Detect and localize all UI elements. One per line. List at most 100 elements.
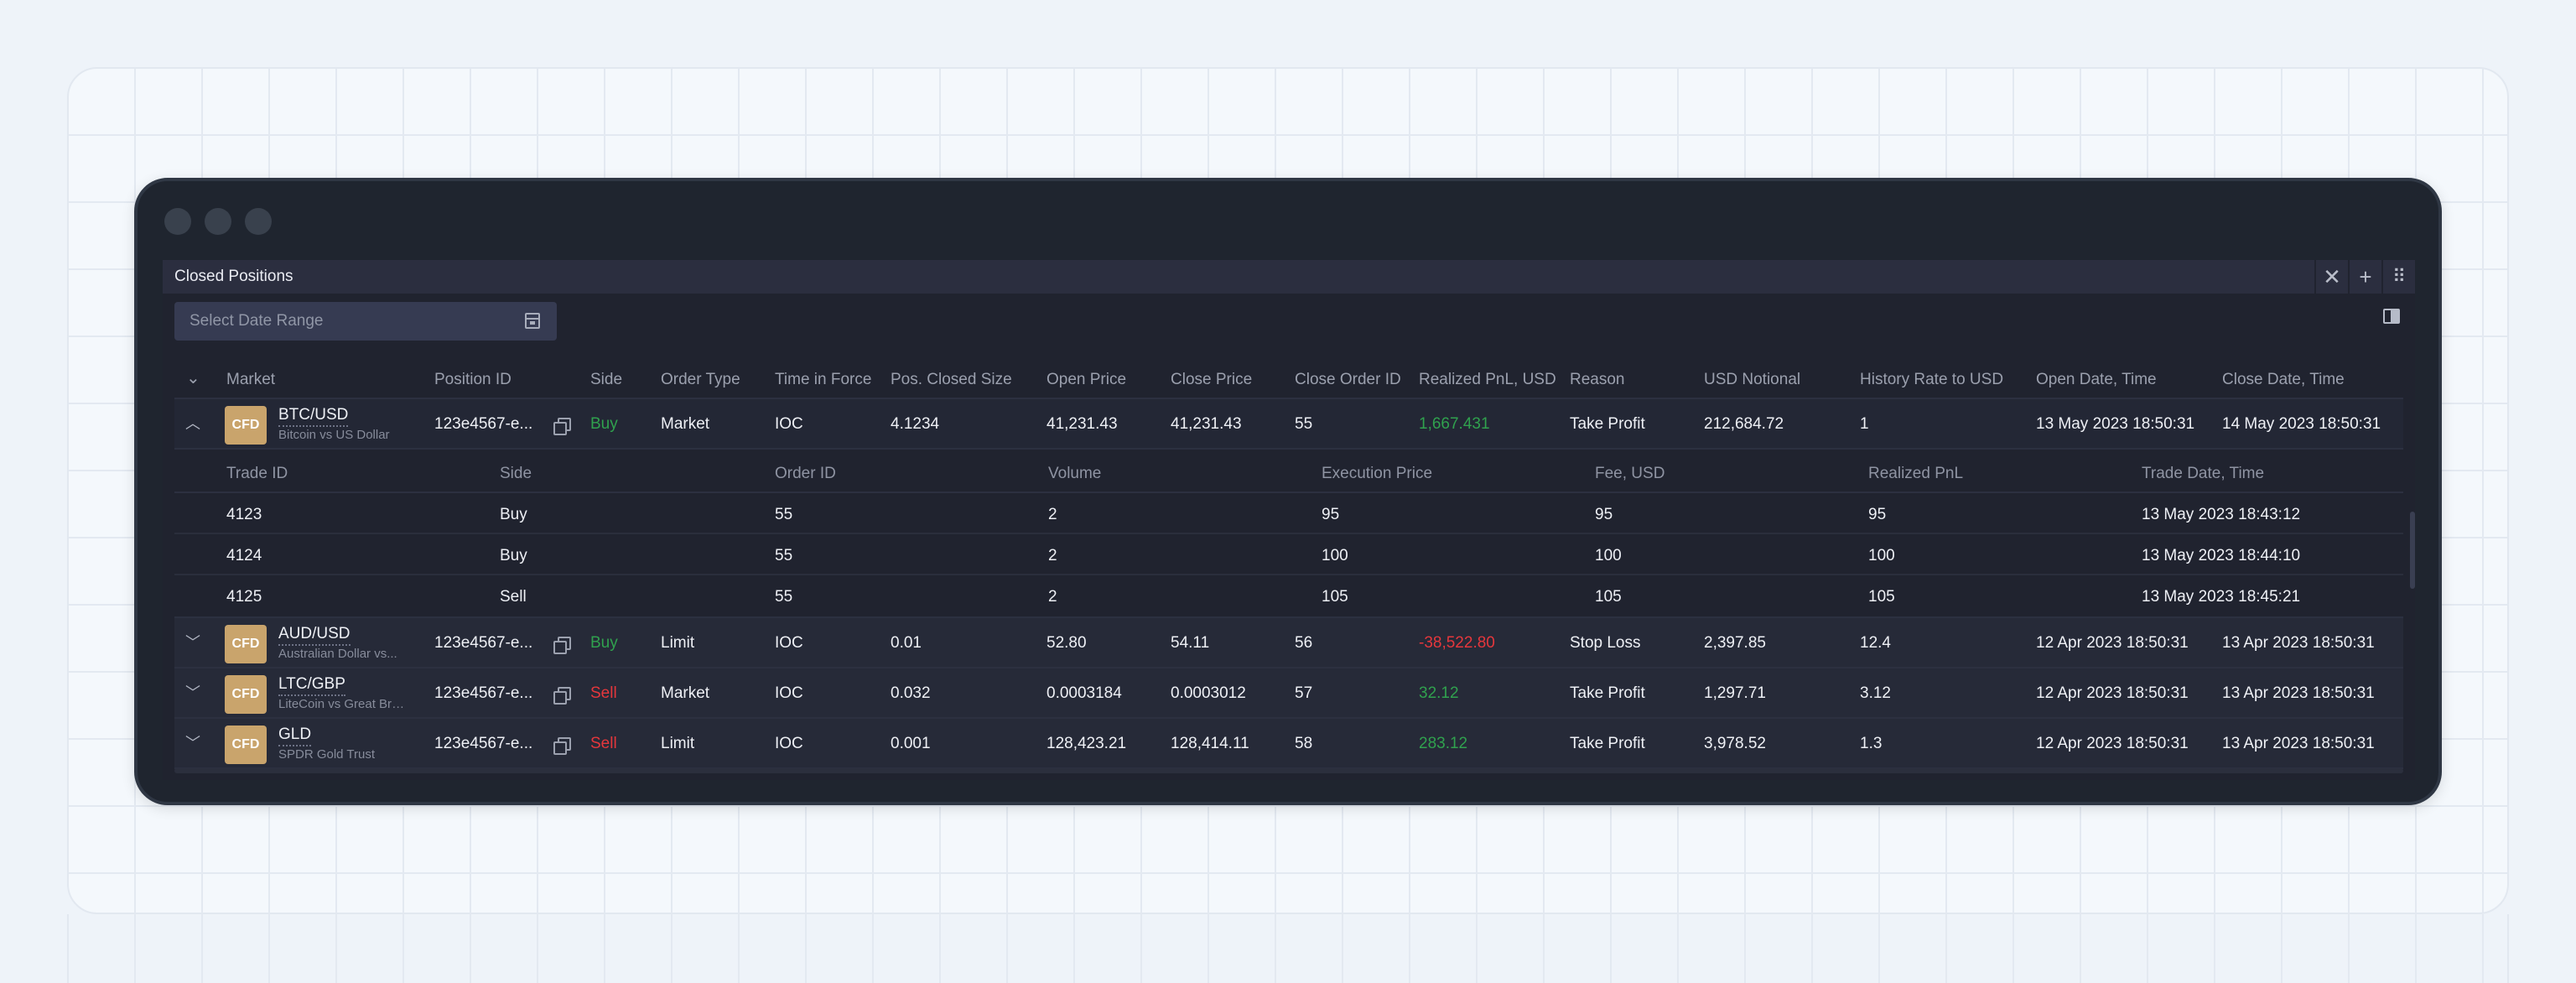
- column-header[interactable]: Open Price: [1046, 371, 1127, 388]
- table-row[interactable]: ﹀ CFD LTC/GBP LiteCoin vs Great Brit... …: [174, 668, 2403, 719]
- column-header[interactable]: Pos. Closed Size: [891, 371, 1012, 388]
- trade-id: 4125: [226, 588, 262, 606]
- usd-notional: 1,297.71: [1704, 684, 1766, 702]
- close-datetime: 13 Apr 2023 18:50:31: [2222, 735, 2375, 752]
- vertical-scrollbar[interactable]: [2410, 512, 2415, 589]
- date-range-picker[interactable]: Select Date Range: [174, 302, 557, 341]
- horizontal-scrollbar[interactable]: [174, 768, 2403, 773]
- market-symbol[interactable]: LTC/GBP: [278, 675, 345, 696]
- window-close-dot[interactable]: [164, 208, 191, 235]
- chevron-down-icon[interactable]: ﹀: [185, 634, 200, 651]
- trade-pnl: 95: [1868, 506, 1887, 523]
- collapse-all-icon[interactable]: ⌄: [186, 369, 200, 387]
- column-header[interactable]: Close Date, Time: [2222, 371, 2345, 388]
- cfd-badge: CFD: [225, 406, 267, 445]
- table-row[interactable]: ﹀ CFD GLD SPDR Gold Trust 123e4567-e... …: [174, 719, 2403, 769]
- trade-order-id: 55: [775, 506, 793, 523]
- column-header[interactable]: Time in Force: [775, 371, 872, 388]
- trade-order-id: 55: [775, 588, 793, 606]
- trade-side: Buy: [500, 547, 527, 564]
- trades-column-header: Fee, USD: [1595, 465, 1665, 482]
- column-header[interactable]: Reason: [1570, 371, 1625, 388]
- trade-pnl: 105: [1868, 588, 1895, 606]
- close-price: 54.11: [1171, 634, 1210, 652]
- window-maximize-dot[interactable]: [245, 208, 272, 235]
- chevron-down-icon[interactable]: ﹀: [185, 684, 200, 701]
- copy-icon[interactable]: [553, 418, 571, 435]
- column-header[interactable]: Realized PnL, USD: [1419, 371, 1556, 388]
- position-id: 123e4567-e...: [434, 415, 533, 433]
- close-order-id: 58: [1295, 735, 1313, 752]
- trade-exec-price: 95: [1322, 506, 1340, 523]
- trade-volume: 2: [1048, 506, 1057, 523]
- order-type: Market: [661, 684, 710, 702]
- trades-subtable: Trade ID Side Order ID Volume Execution …: [174, 450, 2403, 618]
- column-header[interactable]: Open Date, Time: [2036, 371, 2157, 388]
- trade-fee[interactable]: 100: [1595, 547, 1622, 564]
- column-header[interactable]: Order Type: [661, 371, 740, 388]
- realized-pnl: 32.12: [1419, 684, 1459, 702]
- market-symbol[interactable]: GLD: [278, 726, 312, 746]
- market-description: Australian Dollar vs...: [278, 647, 397, 661]
- trade-datetime: 13 May 2023 18:45:21: [2142, 588, 2301, 606]
- market-description: Bitcoin vs US Dollar: [278, 428, 390, 442]
- drag-handle-icon[interactable]: ⠿: [2381, 260, 2415, 294]
- add-icon[interactable]: +: [2348, 260, 2381, 294]
- history-rate: 1: [1860, 415, 1869, 433]
- table-row[interactable]: ︿ CFD BTC/USD Bitcoin vs US Dollar 123e4…: [174, 399, 2403, 450]
- open-price: 0.0003184: [1046, 684, 1122, 702]
- reason: Take Profit: [1570, 735, 1645, 752]
- copy-icon[interactable]: [553, 637, 571, 654]
- trade-fee[interactable]: 105: [1595, 588, 1622, 606]
- trade-row: 4124 Buy 55 2 100 100 100 13 May 2023 18…: [174, 534, 2403, 575]
- side: Buy: [590, 634, 618, 652]
- trades-column-header: Side: [500, 465, 532, 482]
- history-rate: 3.12: [1860, 684, 1891, 702]
- closed-positions-panel: Closed Positions ✕ + ⠿ Select Date Range…: [163, 260, 2415, 780]
- cfd-badge: CFD: [225, 726, 267, 764]
- window-minimize-dot[interactable]: [205, 208, 231, 235]
- column-header[interactable]: Position ID: [434, 371, 512, 388]
- open-price: 52.80: [1046, 634, 1087, 652]
- trade-volume: 2: [1048, 547, 1057, 564]
- table-row[interactable]: ﹀ CFD AUD/USD Australian Dollar vs... 12…: [174, 618, 2403, 668]
- market-symbol[interactable]: BTC/USD: [278, 406, 349, 427]
- column-header[interactable]: Side: [590, 371, 623, 388]
- close-price: 41,231.43: [1171, 415, 1242, 433]
- position-id: 123e4567-e...: [434, 634, 533, 652]
- trade-exec-price: 100: [1322, 547, 1348, 564]
- column-settings-icon[interactable]: [2383, 309, 2400, 324]
- time-in-force: IOC: [775, 735, 803, 752]
- trade-datetime: 13 May 2023 18:43:12: [2142, 506, 2301, 523]
- column-header[interactable]: USD Notional: [1704, 371, 1801, 388]
- open-price: 128,423.21: [1046, 735, 1127, 752]
- market-description: LiteCoin vs Great Brit...: [278, 697, 406, 711]
- open-datetime: 12 Apr 2023 18:50:31: [2036, 684, 2189, 702]
- close-icon[interactable]: ✕: [2314, 260, 2348, 294]
- side: Sell: [590, 684, 617, 702]
- copy-icon[interactable]: [553, 737, 571, 755]
- chevron-down-icon[interactable]: ﹀: [185, 735, 200, 752]
- market-symbol[interactable]: AUD/USD: [278, 625, 351, 646]
- column-header[interactable]: Close Order ID: [1295, 371, 1401, 388]
- close-datetime: 13 Apr 2023 18:50:31: [2222, 634, 2375, 652]
- panel-header: Closed Positions ✕ + ⠿: [163, 260, 2415, 294]
- order-type: Limit: [661, 735, 695, 752]
- copy-icon[interactable]: [553, 687, 571, 705]
- trades-column-header: Realized PnL: [1868, 465, 1964, 482]
- closed-size: 0.01: [891, 634, 922, 652]
- column-header[interactable]: History Rate to USD: [1860, 371, 2004, 388]
- position-id: 123e4567-e...: [434, 684, 533, 702]
- chevron-up-icon[interactable]: ︿: [185, 415, 200, 432]
- order-type: Market: [661, 415, 710, 433]
- positions-table: ⌄ Market Position ID Side Order Type Tim…: [174, 359, 2403, 769]
- realized-pnl: 1,667.431: [1419, 415, 1490, 433]
- trade-fee[interactable]: 95: [1595, 506, 1613, 523]
- column-header[interactable]: Market: [226, 371, 276, 388]
- usd-notional: 2,397.85: [1704, 634, 1766, 652]
- reason: Take Profit: [1570, 415, 1645, 433]
- column-header[interactable]: Close Price: [1171, 371, 1253, 388]
- trade-row: 4125 Sell 55 2 105 105 105 13 May 2023 1…: [174, 575, 2403, 616]
- closed-size: 4.1234: [891, 415, 940, 433]
- realized-pnl: -38,522.80: [1419, 634, 1495, 652]
